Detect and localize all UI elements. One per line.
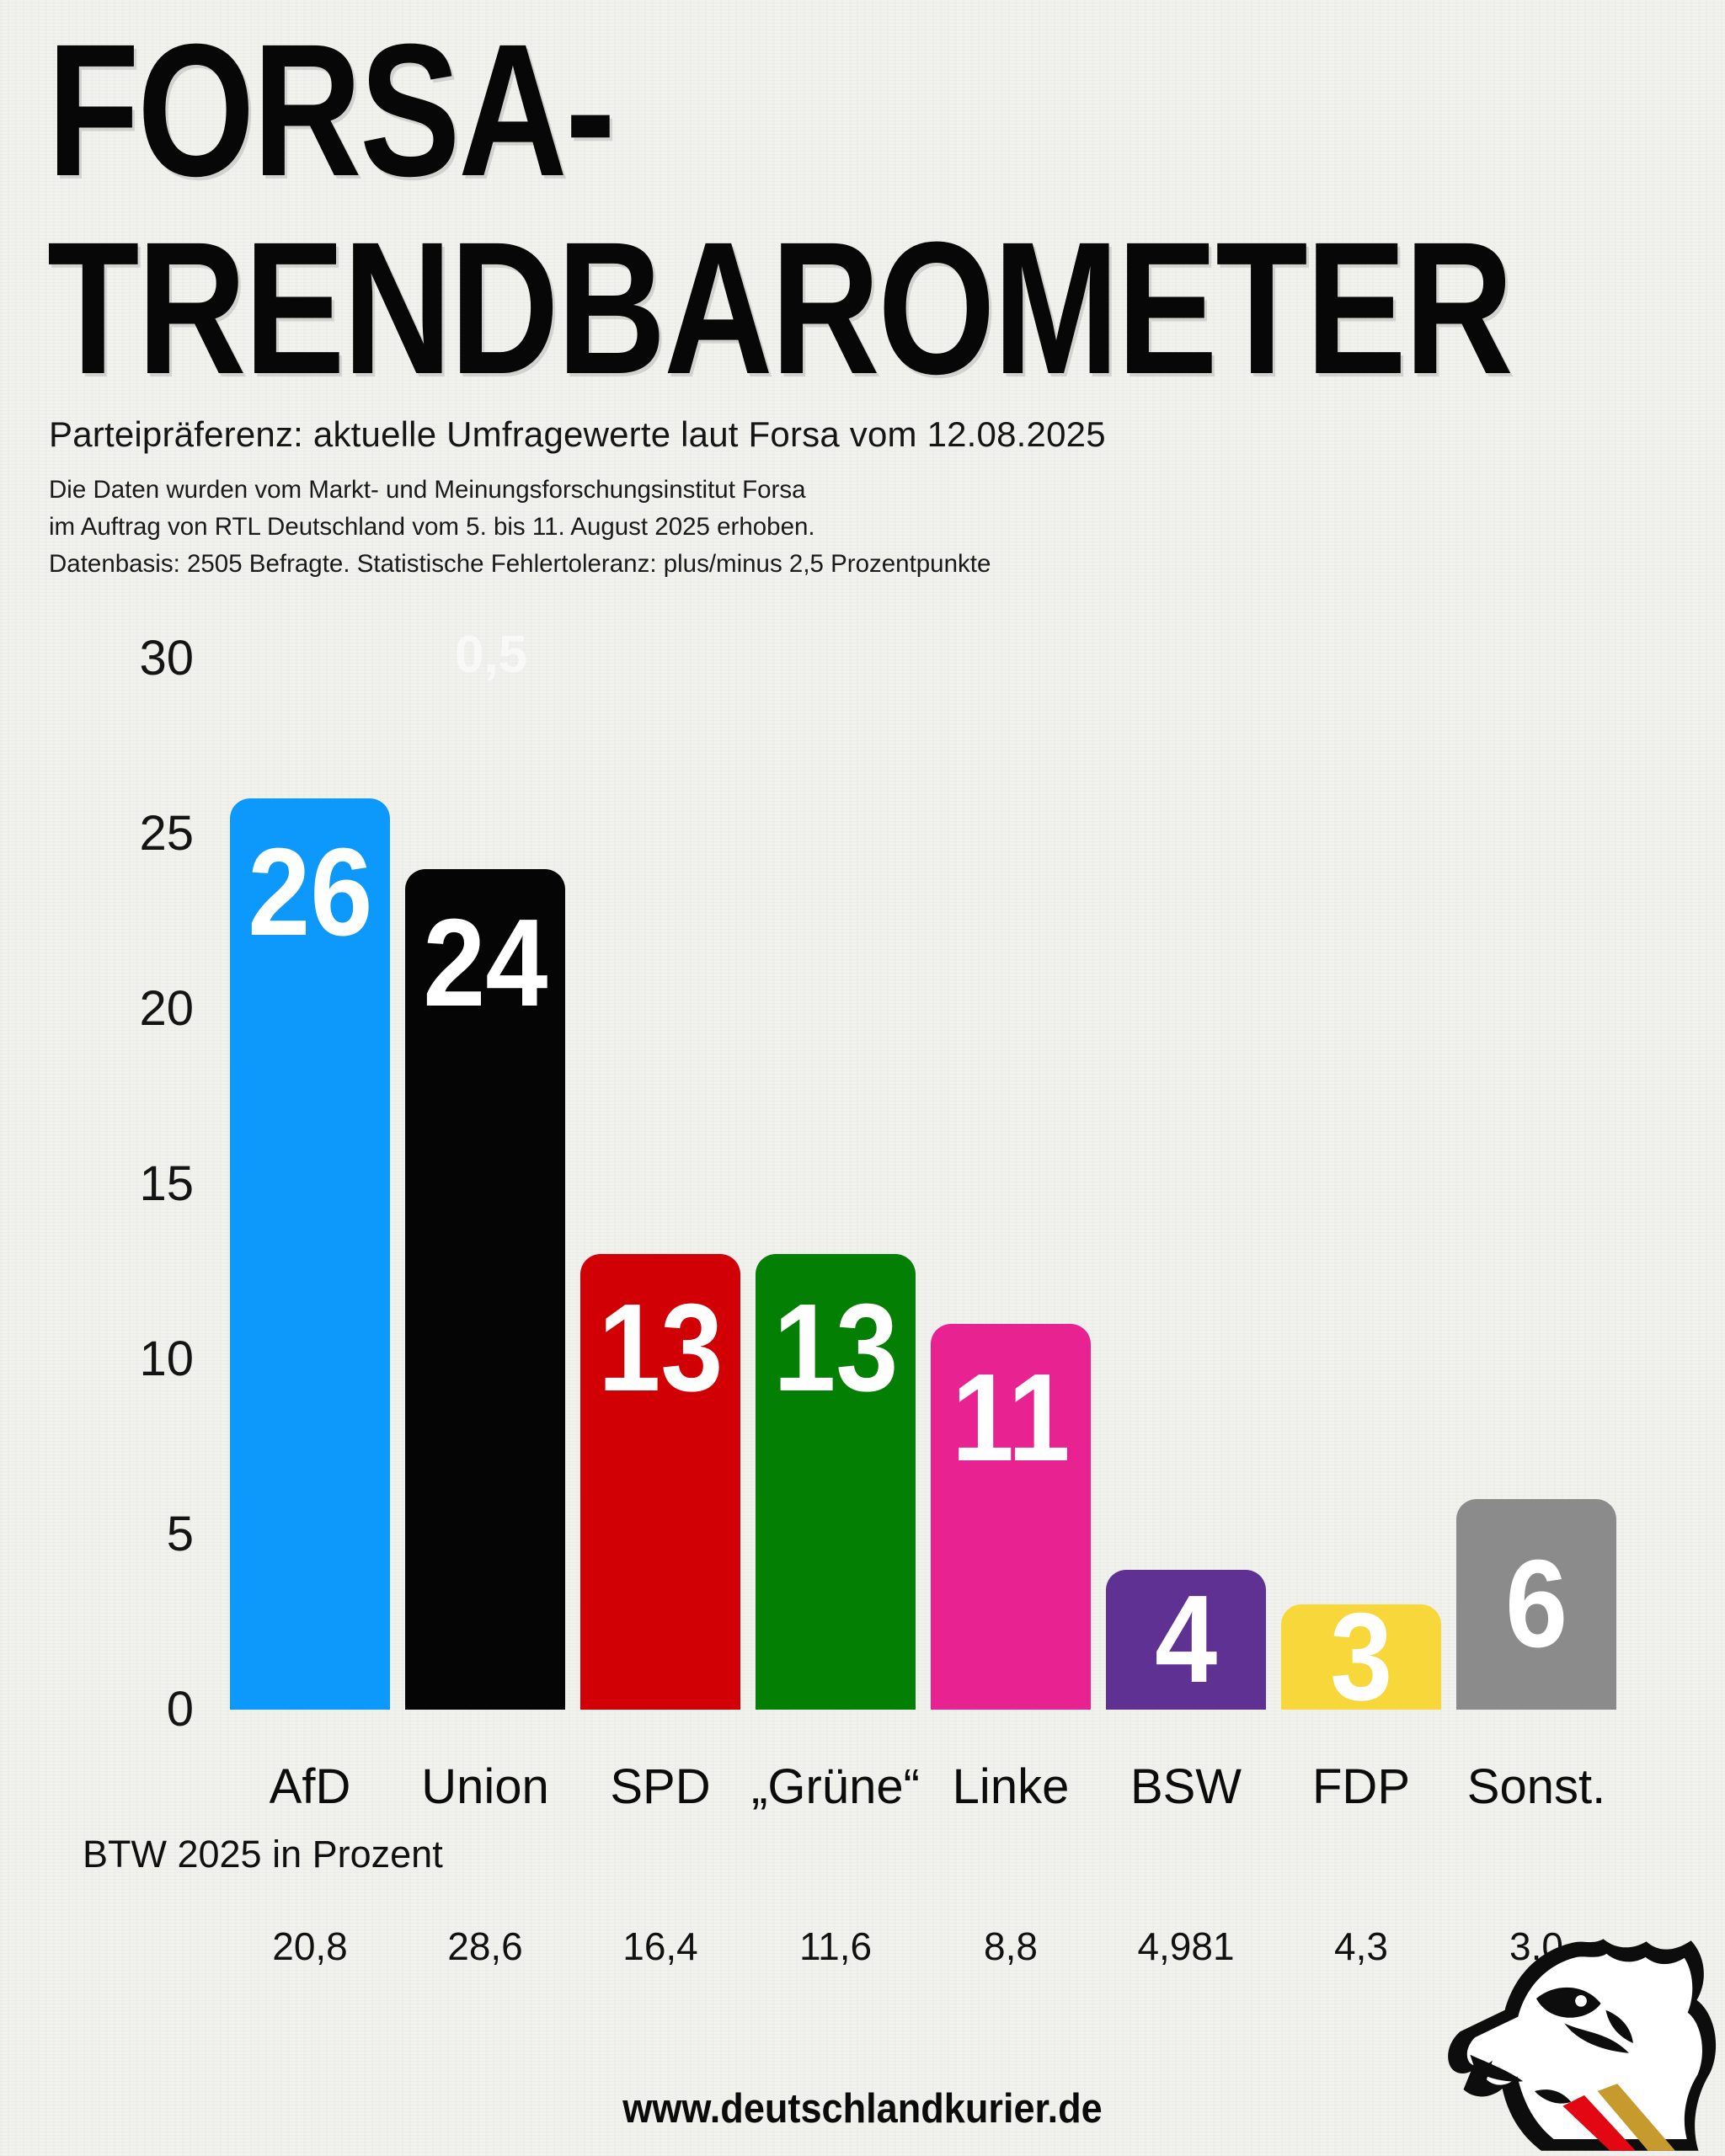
category-label-afd: AfD xyxy=(269,1759,351,1814)
title-line-1: FORSA- xyxy=(47,5,616,216)
category-label-fdp: FDP xyxy=(1312,1759,1410,1814)
category-label-bsw: BSW xyxy=(1130,1759,1242,1814)
category-label-union: Union xyxy=(421,1759,549,1814)
btw-value-bsw: 4,981 xyxy=(1137,1924,1235,1968)
y-axis-tick-label-15: 15 xyxy=(139,1156,194,1211)
deutschlandkurier-eagle-logo-icon xyxy=(1448,1939,1717,2151)
source-line-1: Die Daten wurden vom Markt- und Meinungs… xyxy=(49,476,806,504)
btw-value-afd: 20,8 xyxy=(272,1924,348,1968)
y-axis-tick-label-5: 5 xyxy=(166,1507,194,1561)
bar-fdp: 3 xyxy=(1281,1594,1441,1719)
bar-value-label-sonstige: 6 xyxy=(1504,1534,1568,1673)
bar-value-label-linke: 11 xyxy=(951,1348,1071,1487)
bar-union: 24 xyxy=(405,869,565,1710)
y-axis-tick-label-25: 25 xyxy=(139,806,194,861)
source-line-2: im Auftrag von RTL Deutschland vom 5. bi… xyxy=(49,513,815,541)
bar-value-label-gruene: 13 xyxy=(772,1278,899,1417)
y-axis-tick-label-0: 0 xyxy=(166,1682,194,1737)
subtitle: Parteipräferenz: aktuelle Umfragewerte l… xyxy=(49,414,1106,454)
faint-watermark: 0,5 xyxy=(455,626,528,684)
y-axis-tick-label-20: 20 xyxy=(139,981,194,1036)
source-line-3: Datenbasis: 2505 Befragte. Statistische … xyxy=(49,550,991,578)
category-label-sonstige: Sonst. xyxy=(1466,1759,1606,1814)
bar-sonstige: 6 xyxy=(1456,1499,1616,1710)
btw-value-fdp: 4,3 xyxy=(1334,1924,1388,1968)
category-label-linke: Linke xyxy=(952,1759,1070,1814)
category-label-spd: SPD xyxy=(610,1759,711,1814)
btw-value-union: 28,6 xyxy=(447,1924,523,1968)
category-label-gruene: „Grüne“ xyxy=(751,1759,920,1814)
y-axis-tick-label-10: 10 xyxy=(139,1331,194,1386)
page-title: FORSA- TRENDBAROMETER xyxy=(47,11,1514,408)
btw-value-linke: 8,8 xyxy=(984,1924,1038,1968)
bar-value-label-fdp: 3 xyxy=(1329,1587,1393,1726)
source-note: Die Daten wurden vom Markt- und Meinungs… xyxy=(49,472,991,583)
bar-value-label-afd: 26 xyxy=(247,823,373,962)
y-axis-tick-label-30: 30 xyxy=(139,631,194,686)
bar-value-label-union: 24 xyxy=(422,894,548,1033)
website-url: www.deutschlandkurier.de xyxy=(622,2086,1103,2132)
btw-value-spd: 16,4 xyxy=(622,1924,698,1968)
bar-bsw: 4 xyxy=(1106,1570,1266,1710)
bar-afd: 26 xyxy=(230,798,390,1710)
btw-row-label: BTW 2025 in Prozent xyxy=(83,1833,443,1876)
bar-value-label-spd: 13 xyxy=(597,1278,724,1417)
bar-gruene: 13 xyxy=(756,1254,916,1710)
bar-spd: 13 xyxy=(580,1254,740,1710)
bar-value-label-bsw: 4 xyxy=(1154,1570,1218,1709)
btw-value-gruene: 11,6 xyxy=(798,1924,873,1968)
bar-linke: 11 xyxy=(931,1324,1091,1710)
title-line-2: TRENDBAROMETER xyxy=(47,203,1514,414)
